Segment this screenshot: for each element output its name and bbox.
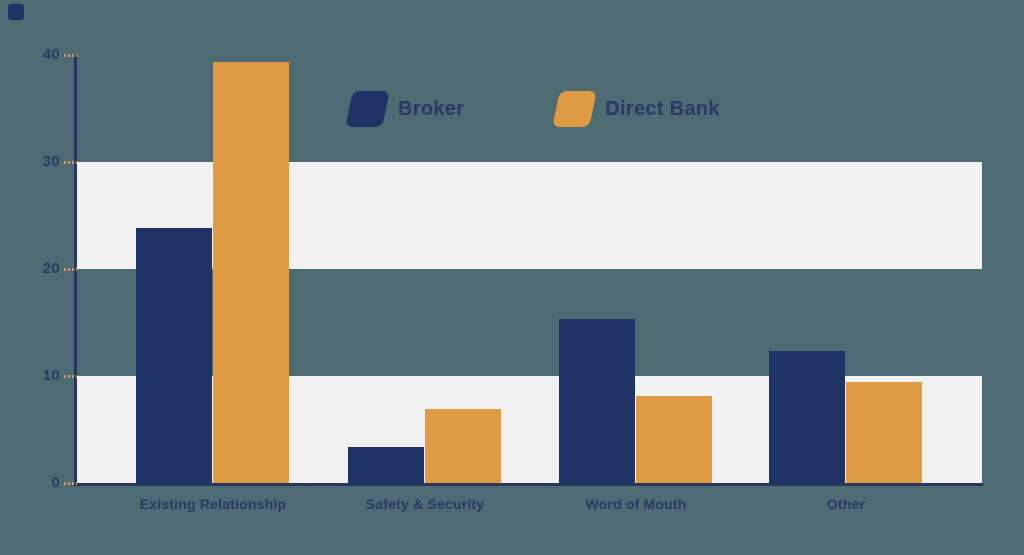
y-tick-label: 30 bbox=[42, 153, 60, 170]
legend-label: Direct Bank bbox=[605, 97, 720, 120]
y-tick-mark bbox=[64, 54, 77, 57]
legend-item-direct-bank: Direct Bank bbox=[552, 91, 720, 127]
y-tick-mark bbox=[64, 375, 77, 378]
y-tick-mark bbox=[64, 161, 77, 164]
y-tick-label: 10 bbox=[42, 367, 60, 384]
x-axis-label: Word of Mouth bbox=[585, 496, 687, 512]
y-tick-label: 40 bbox=[42, 46, 60, 63]
corner-mark bbox=[8, 4, 24, 20]
y-tick-label: 0 bbox=[51, 474, 60, 491]
bar-broker bbox=[769, 351, 845, 483]
bar-direct-bank bbox=[846, 382, 922, 483]
bar-broker bbox=[348, 446, 424, 483]
x-axis-label: Safety & Security bbox=[365, 496, 485, 512]
legend-swatch-icon bbox=[345, 91, 390, 127]
bar-direct-bank bbox=[636, 396, 712, 483]
legend-label: Broker bbox=[398, 97, 465, 120]
bar-broker bbox=[559, 319, 635, 483]
legend-item-broker: Broker bbox=[345, 91, 465, 127]
legend: Broker Direct Bank bbox=[345, 91, 720, 127]
y-tick-mark bbox=[64, 268, 77, 271]
y-tick-label: 20 bbox=[42, 260, 60, 277]
legend-swatch-icon bbox=[552, 91, 598, 127]
bar-direct-bank bbox=[425, 409, 501, 483]
bar-direct-bank bbox=[213, 62, 289, 483]
y-tick-mark bbox=[64, 482, 77, 485]
x-axis-label: Existing Relationship bbox=[139, 496, 287, 512]
x-axis-line bbox=[74, 483, 983, 486]
bar-broker bbox=[136, 228, 212, 483]
x-axis-label: Other bbox=[826, 496, 866, 512]
